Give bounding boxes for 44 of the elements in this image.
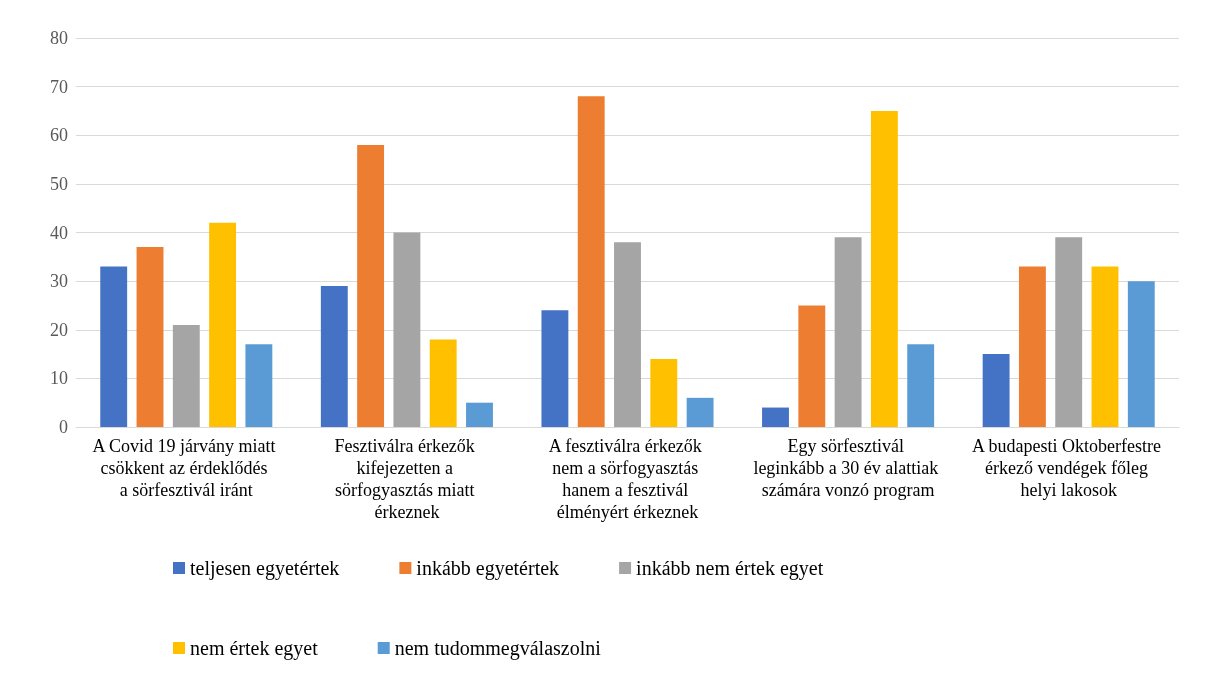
bar	[466, 402, 493, 427]
bar	[798, 305, 826, 427]
legend-label: nem értek egyet	[190, 637, 319, 660]
bar	[650, 358, 678, 427]
bar	[393, 232, 421, 427]
bar	[320, 285, 348, 427]
bar	[136, 247, 164, 427]
x-tick-label: A Covid 19 járvány miatt csökkent az érdeklődés a sörfesztivál iránt	[92, 436, 281, 500]
bar	[982, 354, 1010, 427]
bar	[870, 110, 898, 427]
y-tick-label: 20	[50, 319, 68, 340]
bar	[762, 407, 789, 427]
legend-label: teljesen egyetértek	[190, 557, 340, 580]
bar	[1091, 266, 1119, 427]
bar	[172, 324, 200, 427]
y-tick-label: 0	[59, 417, 68, 437]
y-tick-label: 80	[50, 28, 68, 48]
bar	[614, 242, 641, 427]
legend-label: inkább nem értek egyet	[636, 557, 824, 580]
bar	[834, 237, 862, 427]
x-tick-label: A fesztiválra érkezők nem a sörfogyasztás hanem a fesztivál élményért érkeznek	[548, 436, 707, 522]
x-tick-label: A budapesti Oktoberfestre érkező vendégek főleg helyi lakosok	[971, 436, 1166, 500]
y-tick-label: 30	[50, 271, 68, 292]
y-tick-label: 50	[50, 173, 68, 194]
legend-label: inkább egyetértek	[416, 557, 560, 580]
bar	[1018, 266, 1046, 427]
x-tick-label: Egy sörfesztivál leginkább a 30 év alattiak számára vonzó program	[753, 436, 943, 500]
bar	[686, 397, 714, 427]
legend-label: nem tudommegválaszolni	[394, 637, 602, 660]
bar	[1055, 237, 1083, 427]
bar	[577, 96, 605, 427]
bar	[907, 344, 935, 427]
y-tick-label: 10	[50, 368, 68, 389]
bar	[209, 222, 237, 427]
y-tick-label: 60	[50, 125, 68, 146]
bar	[100, 266, 128, 427]
y-tick-label: 40	[50, 222, 68, 243]
y-tick-label: 70	[50, 76, 68, 97]
bar	[541, 310, 569, 427]
bar	[357, 144, 385, 427]
x-tick-label: Fesztiválra érkezők kifejezetten a sörfogyasztás miatt érkeznek	[334, 436, 480, 522]
bar	[429, 339, 457, 427]
bar	[1127, 281, 1155, 427]
bar	[245, 344, 273, 427]
